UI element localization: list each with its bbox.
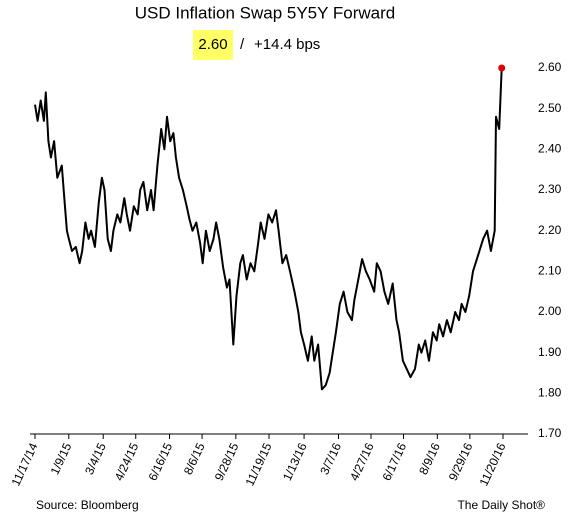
x-tick-label: 11/17/14 — [9, 440, 41, 488]
y-tick-label: 2.10 — [538, 264, 562, 278]
x-tick-label: 6/16/15 — [146, 440, 176, 482]
chart-title: USD Inflation Swap 5Y5Y Forward — [135, 3, 395, 22]
x-tick-label: 3/7/16 — [317, 440, 344, 476]
x-tick-label: 11/19/15 — [243, 440, 275, 488]
source: Source: Bloomberg — [36, 498, 139, 512]
credit: The Daily Shot® — [457, 498, 545, 512]
x-tick-label: 9/28/15 — [212, 440, 242, 482]
y-tick-label: 2.30 — [538, 182, 562, 196]
y-tick-label: 2.20 — [538, 223, 562, 237]
y-tick-label: 1.70 — [538, 426, 562, 440]
last-point — [498, 64, 506, 72]
x-tick-label: 1/9/15 — [48, 440, 75, 476]
y-tick-label: 2.60 — [538, 60, 562, 74]
separator: / — [240, 36, 245, 53]
highlight-box — [193, 30, 233, 60]
level-label: 2.60 — [198, 36, 227, 53]
x-tick-label: 6/17/16 — [380, 440, 410, 482]
y-tick-label: 2.40 — [538, 142, 562, 156]
x-tick-label: 8/9/16 — [416, 440, 443, 476]
x-tick-label: 8/6/15 — [181, 440, 208, 476]
y-tick-label: 1.90 — [538, 345, 562, 359]
x-tick-label: 3/4/15 — [82, 440, 109, 476]
x-tick-label: 4/27/16 — [347, 440, 377, 482]
y-tick-label: 1.80 — [538, 386, 562, 400]
change-label: +14.4 bps — [254, 36, 320, 53]
x-tick-label: 11/20/16 — [477, 440, 509, 488]
x-tick-label: 1/13/16 — [280, 440, 310, 482]
line — [34, 67, 503, 391]
x-tick-label: 9/29/16 — [446, 440, 476, 482]
x-tick-label: 4/24/15 — [112, 440, 142, 482]
y-tick-label: 2.50 — [538, 101, 562, 115]
y-tick-label: 2.00 — [538, 304, 562, 318]
